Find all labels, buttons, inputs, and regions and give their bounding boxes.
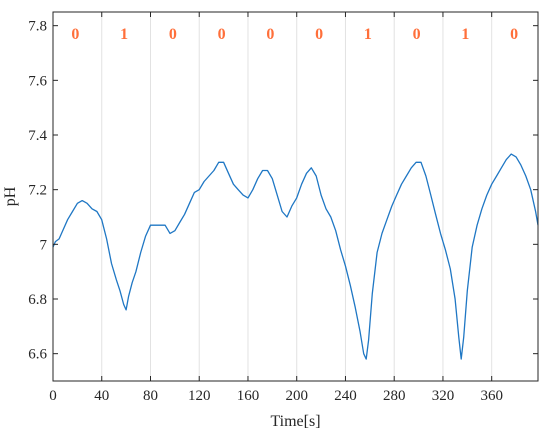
plot-frame <box>52 11 539 382</box>
segment-label-1: 1 <box>120 26 128 43</box>
segment-label-6: 1 <box>364 26 372 43</box>
y-tick-label-3: 7.2 <box>28 183 47 199</box>
y-axis-label: pH <box>2 186 19 206</box>
x-tick-label-2: 80 <box>143 388 158 404</box>
y-tick-label-0: 6.6 <box>28 347 47 363</box>
x-axis-ticks: 0 40 80 120 160 200 240 280 320 360 <box>49 12 503 404</box>
segment-label-3: 0 <box>218 26 226 43</box>
segment-labels: 0 1 0 0 0 0 1 0 1 0 <box>71 26 518 43</box>
x-tick-label-7: 280 <box>383 388 406 404</box>
x-tick-label-1: 40 <box>94 388 109 404</box>
x-tick-label-3: 120 <box>188 388 211 404</box>
y-tick-label-6: 7.8 <box>28 19 47 35</box>
segment-label-2: 0 <box>169 26 177 43</box>
x-tick-label-5: 200 <box>285 388 308 404</box>
y-tick-label-2: 7 <box>40 237 48 253</box>
x-axis-label: Time[s] <box>270 413 320 430</box>
segment-label-7: 0 <box>413 26 421 43</box>
x-tick-label-6: 240 <box>334 388 357 404</box>
segment-label-4: 0 <box>266 26 274 43</box>
segment-label-9: 0 <box>510 26 518 43</box>
x-tick-label-9: 360 <box>480 388 503 404</box>
x-tick-label-0: 0 <box>49 388 57 404</box>
x-tick-label-4: 160 <box>237 388 260 404</box>
x-tick-label-8: 320 <box>432 388 455 404</box>
y-tick-label-1: 6.8 <box>28 292 47 308</box>
y-tick-label-5: 7.6 <box>28 73 47 89</box>
y-tick-label-4: 7.4 <box>28 128 47 144</box>
y-axis-ticks: 6.6 6.8 7 7.2 7.4 7.6 7.8 <box>28 19 538 363</box>
segment-label-8: 1 <box>461 26 469 43</box>
ph-series-line <box>52 153 539 360</box>
segment-label-0: 0 <box>71 26 79 43</box>
segment-label-5: 0 <box>315 26 323 43</box>
